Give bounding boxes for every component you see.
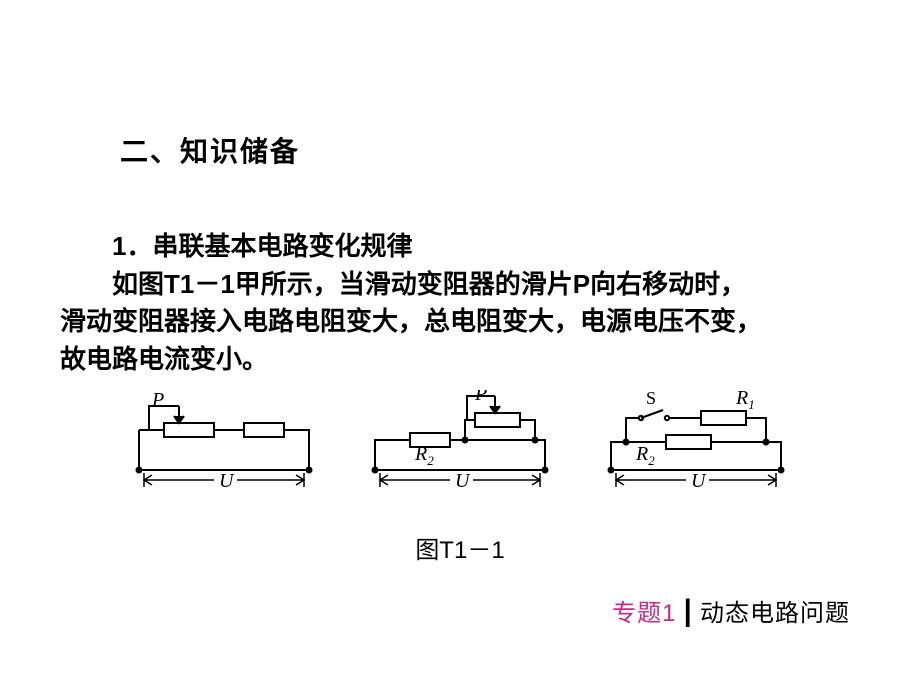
slide: 二、知识储备 1．串联基本电路变化规律 如图T1－1甲所示，当滑动变阻器的滑片P… — [0, 0, 920, 690]
label-r2-3: R2 — [635, 443, 655, 468]
label-u-1: U — [219, 470, 235, 492]
footer-divider: ┃ — [681, 600, 696, 627]
circuit-diagram-2: P R2 U — [355, 390, 565, 500]
line1-prefix: 1． — [112, 231, 152, 261]
circuit-diagram-3: S R1 R2 U — [591, 390, 801, 500]
footer: 专题1┃动态电路问题 — [612, 593, 850, 628]
label-u-2: U — [455, 470, 471, 492]
figure-label: 图T1－1 — [0, 530, 920, 565]
body-line-3: 滑动变阻器接入电路电阻变大，总电阻变大，电源电压不变， — [60, 303, 860, 341]
body-line-1: 1．串联基本电路变化规律 — [60, 228, 860, 266]
label-p-2: P — [474, 390, 487, 405]
label-u-3: U — [691, 470, 707, 492]
label-s-3: S — [646, 390, 656, 408]
circuit-diagram-row: P U — [0, 390, 920, 500]
body-line-4: 故电路电流变小。 — [60, 341, 860, 379]
footer-subtitle: 动态电路问题 — [700, 600, 850, 627]
line1-text: 串联基本电路变化规律 — [152, 231, 412, 261]
circuit-diagram-1: P U — [119, 390, 329, 500]
label-r1-3: R1 — [735, 390, 755, 412]
footer-topic: 专题1 — [612, 600, 676, 627]
section-title: 二、知识储备 — [120, 130, 300, 170]
body-line-2: 如图T1－1甲所示，当滑动变阻器的滑片P向右移动时， — [60, 266, 860, 304]
body-text: 1．串联基本电路变化规律 如图T1－1甲所示，当滑动变阻器的滑片P向右移动时， … — [60, 228, 860, 379]
label-p-1: P — [151, 390, 164, 411]
